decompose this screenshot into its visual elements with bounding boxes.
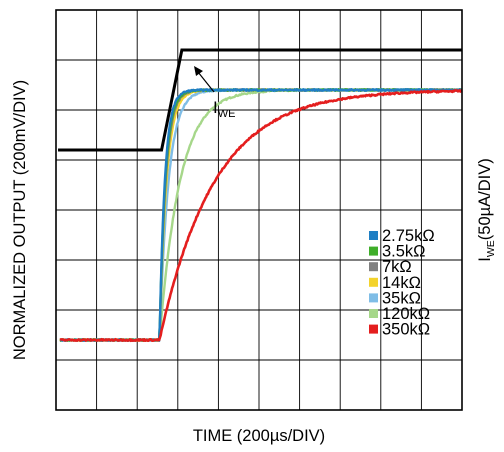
legend-item: 120kΩ [369, 305, 430, 323]
legend-item: 3.5kΩ [369, 243, 426, 261]
legend-label: 14kΩ [382, 274, 421, 292]
iwe-annotation-label: IWE [213, 98, 235, 120]
traces [58, 48, 463, 343]
legend-swatch [369, 231, 378, 240]
legend-label: 7kΩ [382, 258, 412, 276]
legend-label: 2.75kΩ [382, 227, 435, 245]
x-axis-label: TIME (200µs/DIV) [193, 427, 325, 445]
legend-label: 350kΩ [382, 321, 430, 339]
legend-label: 120kΩ [382, 305, 430, 323]
series-line-iwe [58, 48, 462, 152]
y-axis-label-right-main: I [476, 257, 494, 262]
iwe-annotation: IWE [194, 66, 235, 120]
legend-label: 3.5kΩ [382, 243, 426, 261]
legend-item: 35kΩ [369, 289, 421, 307]
legend-swatch [369, 309, 378, 318]
legend-swatch [369, 293, 378, 303]
iwe-arrow-line [197, 71, 215, 93]
y-axis-label-right-rest: (50µA/DIV) [476, 158, 494, 240]
legend-swatch [369, 246, 378, 256]
grid [56, 10, 462, 410]
iwe-annotation-main: I [213, 98, 218, 117]
y-axis-label-right-sub: WE [485, 240, 497, 257]
iwe-annotation-sub: WE [218, 108, 236, 120]
legend-label: 35kΩ [382, 289, 421, 307]
legend-item: 7kΩ [369, 258, 412, 276]
legend-item: 2.75kΩ [369, 227, 435, 245]
plot-frame [55, 9, 463, 411]
series-line-350k [59, 89, 463, 343]
legend-swatch [369, 262, 378, 272]
iwe-arrow-head [194, 66, 203, 76]
y-axis-label-left: NORMALIZED OUTPUT (200mV/DIV) [11, 80, 29, 360]
legend-item: 350kΩ [369, 321, 430, 339]
legend-item: 14kΩ [369, 274, 421, 292]
y-axis-label-right: IWE(50µA/DIV) [476, 158, 497, 261]
legend-swatch [369, 277, 378, 287]
legend-swatch [369, 324, 378, 334]
